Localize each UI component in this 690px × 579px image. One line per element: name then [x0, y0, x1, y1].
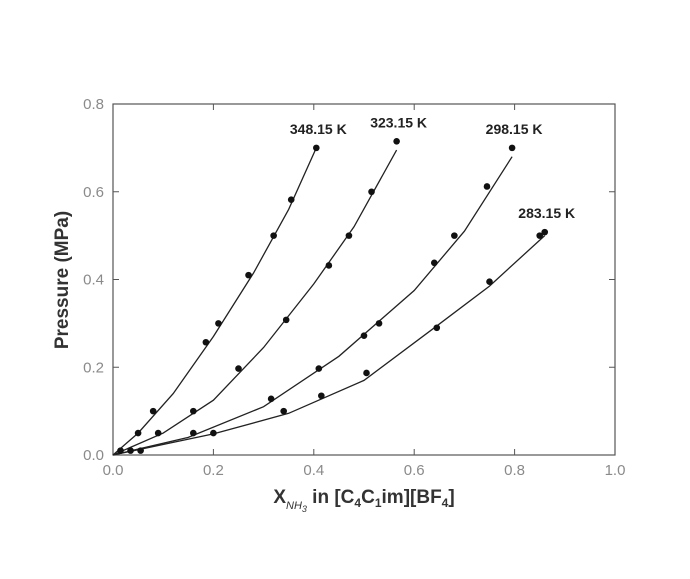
x-axis-title-sub-b: 1: [375, 496, 382, 510]
x-axis-title-sub-sub: 3: [302, 504, 307, 514]
data-point: [215, 320, 222, 327]
x-axis-title-sub-a: 4: [354, 496, 361, 510]
y-tick-label: 0.2: [83, 359, 104, 376]
data-point: [190, 429, 197, 437]
data-point: [363, 369, 370, 377]
x-tick-label: 0.8: [504, 462, 525, 479]
data-point: [325, 262, 333, 269]
data-point: [117, 447, 124, 454]
series-label: 323.15 K: [370, 114, 427, 130]
data-point: [508, 144, 516, 152]
y-tick-label: 0.4: [83, 272, 104, 289]
data-point: [315, 365, 323, 372]
data-point: [375, 320, 383, 327]
data-point: [235, 365, 242, 372]
y-tick-label: 0.0: [83, 447, 104, 464]
data-point: [313, 144, 320, 152]
x-axis-title-sub-c: 4: [442, 496, 449, 510]
series-label: 348.15 K: [290, 121, 347, 137]
data-point: [149, 407, 157, 415]
data-point: [202, 338, 210, 346]
x-axis-title-part-1: in [C: [307, 487, 355, 508]
axis-ticks: 0.0 0.2 0.4 0.6 0.8 1.0 0.0 0.2 0.4 0.6 0.8: [83, 96, 625, 479]
data-point: [154, 429, 162, 437]
x-axis-title-sub: NH: [286, 500, 302, 512]
x-axis-title-main: X: [273, 487, 286, 508]
x-axis-title-part-3: im][BF: [382, 487, 442, 508]
x-axis-title-part-2: C: [361, 487, 375, 508]
data-point: [134, 429, 142, 437]
x-tick-label: 1.0: [605, 462, 626, 479]
data-point: [536, 232, 543, 239]
x-tick-label: 0.4: [303, 462, 324, 479]
y-tick-label: 0.6: [83, 184, 104, 201]
data-point: [287, 196, 295, 203]
data-point: [345, 232, 353, 239]
y-axis-title: Pressure (MPa): [52, 211, 73, 349]
data-point: [451, 232, 458, 239]
data-point: [280, 407, 287, 415]
plot-frame: [112, 103, 616, 456]
x-tick-label: 0.0: [103, 462, 124, 479]
series-label: 298.15 K: [486, 121, 543, 137]
data-point: [267, 395, 275, 403]
data-point: [541, 228, 549, 236]
x-axis-title: XNH3 in [C4C1im][BF4]: [273, 487, 454, 514]
x-axis-title-part-4: ]: [448, 487, 454, 508]
data-point: [486, 278, 493, 285]
data-point: [318, 392, 325, 400]
series-line: [112, 156, 513, 456]
data-point: [430, 259, 438, 267]
x-tick-label: 0.6: [404, 462, 425, 479]
data-point: [127, 447, 134, 454]
data-point: [210, 429, 217, 437]
data-point: [190, 407, 197, 415]
data-point: [282, 316, 290, 324]
data-point: [433, 324, 441, 332]
series-lines: [112, 147, 546, 456]
data-point: [137, 447, 144, 454]
data-point: [483, 183, 491, 190]
data-point: [368, 188, 375, 196]
data-point: [270, 232, 277, 239]
x-tick-label: 0.2: [203, 462, 224, 479]
data-point: [245, 271, 252, 279]
series-labels: 348.15 K 323.15 K 298.15 K 283.15 K: [290, 114, 575, 221]
series-label: 283.15 K: [518, 205, 575, 221]
series-line: [112, 149, 398, 456]
series-points: [117, 137, 549, 454]
data-point: [360, 332, 368, 339]
y-tick-label: 0.8: [83, 96, 104, 113]
data-point: [393, 137, 400, 145]
